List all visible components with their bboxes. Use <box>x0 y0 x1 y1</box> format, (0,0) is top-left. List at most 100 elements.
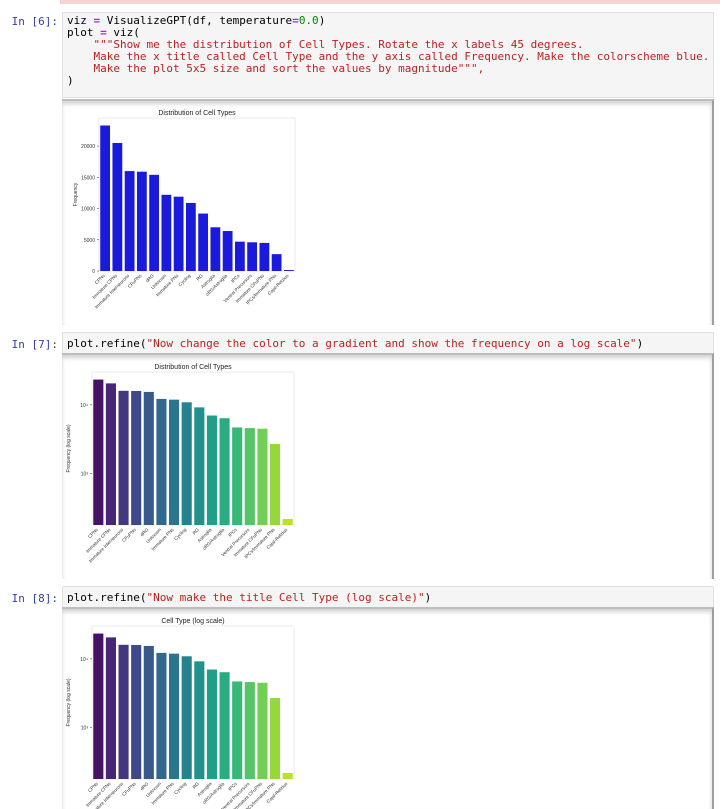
bar <box>244 428 255 525</box>
bar <box>283 270 294 271</box>
bar <box>219 672 230 779</box>
code-input[interactable]: viz = VisualizeGPT(df, temperature=0.0) p… <box>62 12 714 98</box>
bar <box>282 518 293 525</box>
bar <box>257 428 268 525</box>
y-tick-label: 10³ <box>81 472 89 478</box>
code-line: ) <box>67 75 709 87</box>
bar <box>270 444 281 525</box>
bar <box>143 391 154 525</box>
y-tick-label: 10⁴ <box>80 403 88 409</box>
code-line: plot.refine("Now make the title Cell Typ… <box>67 592 709 604</box>
bar <box>181 402 192 525</box>
bar <box>259 242 270 271</box>
x-tick-label: IPCs <box>227 781 238 792</box>
code-token: = <box>93 14 101 27</box>
y-axis-label: Frequency (log scale) <box>66 678 72 726</box>
x-tick-label: CFuPNs <box>121 781 137 797</box>
x-tick-label: CFuPNs <box>127 273 143 289</box>
code-token: 0.0 <box>298 14 319 27</box>
cell-output: Distribution of Cell Types 10³ 10⁴ Frequenc… <box>62 353 714 579</box>
bar <box>118 390 129 525</box>
code-line: plot.refine("Now change the color to a g… <box>67 338 709 350</box>
bar <box>181 656 192 779</box>
cell-output: Distribution of Cell Types 0 5000 10000 1500… <box>62 99 714 325</box>
x-tick-label: dRG <box>139 527 150 538</box>
code-input[interactable]: plot.refine("Now make the title Cell Typ… <box>62 586 714 608</box>
y-tick-label: 10000 <box>81 207 95 213</box>
bar <box>222 231 233 271</box>
bar <box>169 653 180 779</box>
bar <box>206 415 217 525</box>
code-line: plot = viz( <box>67 27 709 39</box>
bar <box>156 652 167 779</box>
bar <box>169 399 180 525</box>
bar <box>219 418 230 525</box>
code-token: plot <box>67 26 101 39</box>
bar <box>143 645 154 779</box>
x-tick-label: CFuPNs <box>121 527 137 543</box>
x-tick-label: RG <box>192 781 201 790</box>
bar <box>131 390 142 525</box>
code-token: """Show me the distribution of Cell Type… <box>67 38 584 51</box>
bar-chart: Cell Type (log scale) 10³ 10⁴ Frequency (lo… <box>66 618 295 809</box>
code-token: viz <box>67 14 94 27</box>
code-token: "Now change the color to a gradient and … <box>146 337 637 350</box>
bar-chart: Distribution of Cell Types 10³ 10⁴ Frequenc… <box>66 364 295 564</box>
y-tick-label: 10³ <box>81 726 89 732</box>
cell-prompt: In [6]: <box>11 15 58 28</box>
bar <box>93 633 104 779</box>
bar <box>161 194 172 271</box>
bar <box>100 125 111 271</box>
code-token: "Now make the title Cell Type (log scale… <box>146 591 425 604</box>
x-tick-label: IPCs <box>227 527 238 538</box>
y-tick-label: 10⁴ <box>80 657 88 663</box>
bar <box>198 213 209 271</box>
code-token: Make the plot 5x5 size and sort the valu… <box>67 62 485 75</box>
x-tick-label: Immature PNs <box>155 273 180 298</box>
code-token: ) <box>67 74 74 87</box>
y-tick-label: 0 <box>92 269 95 275</box>
y-tick-label: 5000 <box>84 238 95 244</box>
chart-title: Distribution of Cell Types <box>158 110 236 117</box>
bar <box>244 682 255 779</box>
bar <box>93 379 104 525</box>
code-token: VisualizeGPT(df, temperature <box>100 14 293 27</box>
x-tick-label: RG <box>192 527 201 536</box>
code-token: plot.refine( <box>67 591 147 604</box>
x-tick-label: dRG <box>139 781 150 792</box>
bar <box>105 637 116 779</box>
code-input[interactable]: plot.refine("Now change the color to a g… <box>62 332 714 354</box>
bar <box>185 202 196 271</box>
x-tick-label: RG <box>195 273 204 282</box>
code-line: Make the plot 5x5 size and sort the valu… <box>67 63 709 75</box>
code-token: = <box>292 14 299 27</box>
bar <box>156 398 167 525</box>
plot-frame <box>98 117 296 272</box>
y-tick-label: 20000 <box>81 144 95 150</box>
bar <box>118 644 129 779</box>
bar <box>131 644 142 779</box>
plot-frame <box>91 371 295 526</box>
x-tick-label: Cycling <box>173 781 188 796</box>
y-axis-label: Frequency <box>73 182 79 206</box>
chart-title: Cell Type (log scale) <box>161 618 224 625</box>
bar <box>149 174 160 271</box>
code-token: = <box>100 26 107 39</box>
code-line: Make the x title called Cell Type and th… <box>67 51 709 63</box>
code-token: ) <box>636 337 644 350</box>
bar <box>232 427 243 525</box>
x-tick-label: Cycling <box>177 273 192 288</box>
bar <box>136 171 147 271</box>
bar <box>194 661 205 779</box>
bar <box>105 383 116 525</box>
previous-cell-error-strip <box>60 0 720 4</box>
x-tick-label: Cycling <box>173 527 188 542</box>
code-token: ) <box>318 14 326 27</box>
code-token: Make the x title called Cell Type and th… <box>67 50 710 63</box>
bar <box>257 682 268 779</box>
x-tick-label: IPCs <box>230 273 241 284</box>
bar <box>194 407 205 525</box>
code-line: viz = VisualizeGPT(df, temperature=0.0) <box>67 15 709 27</box>
code-token: plot.refine( <box>67 337 147 350</box>
cell-prompt: In [8]: <box>11 592 58 605</box>
